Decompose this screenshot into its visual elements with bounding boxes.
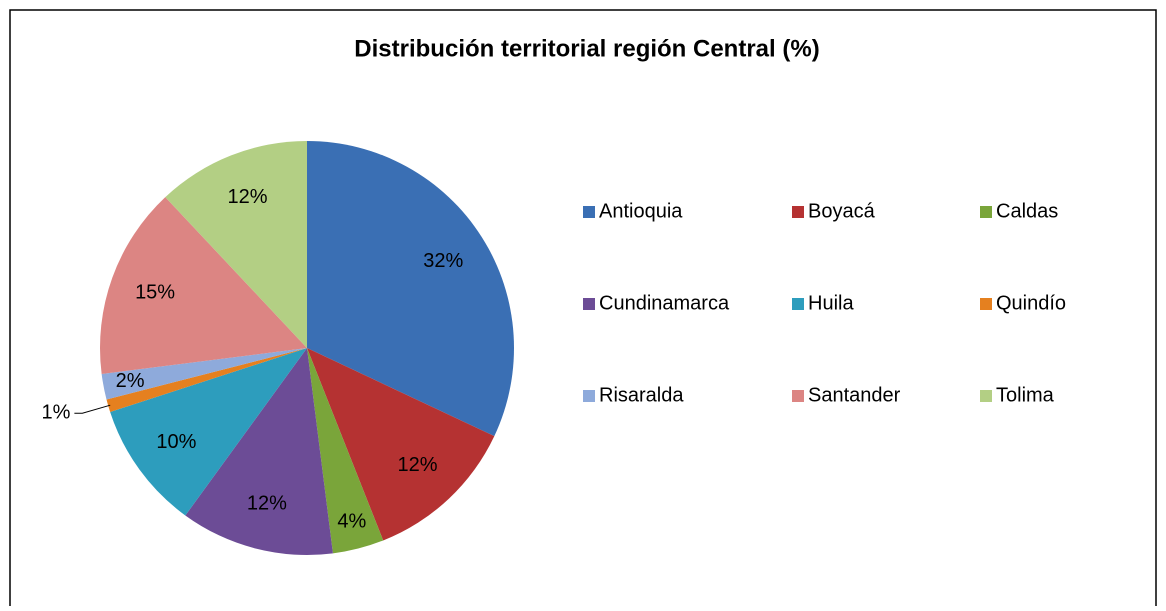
legend-label: Santander: [808, 384, 901, 406]
data-label: 15%: [135, 282, 175, 304]
legend-swatch: [792, 390, 804, 402]
legend-swatch: [980, 206, 992, 218]
legend-swatch: [792, 298, 804, 310]
pie-slice: [307, 348, 495, 541]
legend-label: Huila: [808, 292, 854, 314]
data-label: 10%: [156, 431, 196, 453]
pie-slice: [110, 348, 307, 516]
legend-label: Quindío: [996, 292, 1066, 314]
pie-slice: [100, 197, 308, 374]
legend-swatch: [980, 390, 992, 402]
legend-label: Antioquia: [599, 200, 683, 222]
data-label: 4%: [337, 511, 366, 533]
legend-swatch: [583, 390, 595, 402]
data-label: 32%: [423, 250, 463, 272]
legend-label: Cundinamarca: [599, 292, 730, 314]
legend-swatch: [583, 206, 595, 218]
data-label: 12%: [398, 454, 438, 476]
legend-swatch: [792, 206, 804, 218]
data-label: 1%: [41, 402, 70, 424]
data-label: 2%: [116, 370, 145, 392]
legend-swatch: [980, 298, 992, 310]
pie-slice: [106, 348, 307, 412]
chart-title: Distribución territorial región Central …: [354, 35, 819, 62]
legend-label: Risaralda: [599, 384, 684, 406]
pie-slice: [101, 348, 307, 400]
pie-slice: [185, 348, 333, 555]
legend-label: Caldas: [996, 200, 1058, 222]
data-label: 12%: [247, 493, 287, 515]
legend-swatch: [583, 298, 595, 310]
chart-frame: [9, 9, 1157, 606]
leader-line: [74, 404, 111, 414]
pie-slice: [307, 348, 384, 554]
data-label: 12%: [228, 186, 268, 208]
legend-label: Boyacá: [808, 200, 876, 222]
pie-slice: [165, 141, 307, 348]
legend-label: Tolima: [996, 384, 1055, 406]
pie-slice: [307, 141, 514, 437]
